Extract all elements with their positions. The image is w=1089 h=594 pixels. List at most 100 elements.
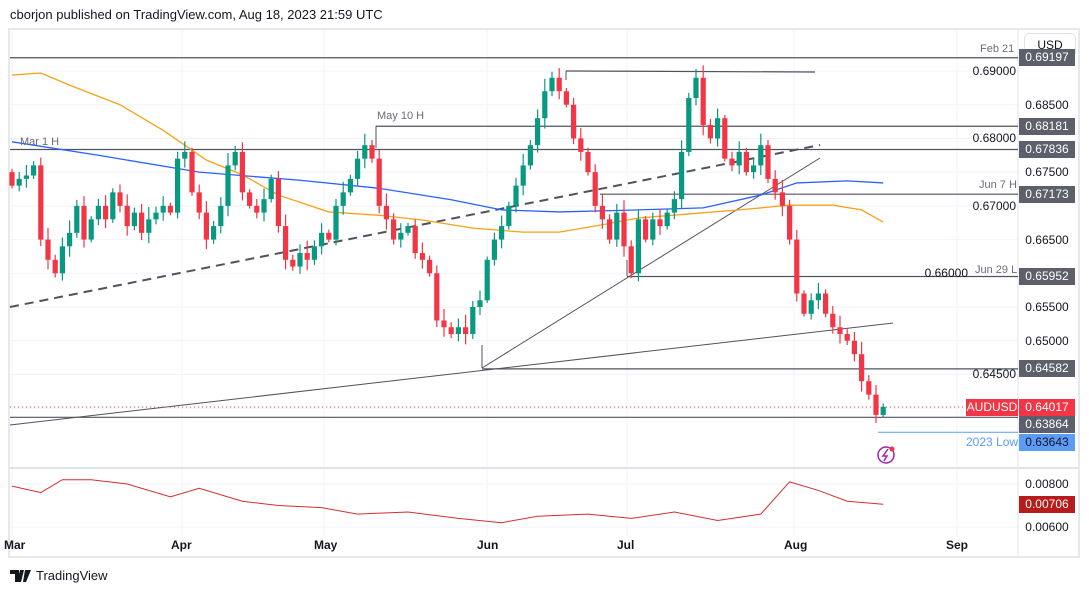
candle-body: [67, 232, 73, 247]
candle-body: [74, 205, 80, 233]
candle-body: [412, 226, 418, 254]
candle-body: [225, 165, 231, 206]
candle-body: [772, 178, 778, 193]
candle-body: [182, 151, 188, 159]
candle-body: [808, 300, 814, 314]
level-annotation: Jun 7 H: [979, 179, 1017, 192]
time-axis-tick: Jun: [477, 538, 499, 552]
indicator-last-label: 0.00706: [1019, 495, 1075, 513]
candle-body: [470, 307, 476, 334]
candle-body: [592, 172, 598, 206]
candle-body: [635, 219, 641, 274]
candle-body: [9, 172, 15, 186]
price-axis-tick: 0.66000: [924, 266, 968, 281]
candle-body: [599, 205, 605, 220]
candle-body: [23, 175, 29, 179]
candle-body: [765, 145, 771, 179]
candle-body: [31, 165, 37, 176]
candle-body: [175, 158, 181, 213]
sma-50-line: [11, 72, 884, 233]
candle-body: [189, 151, 195, 193]
candle-body: [95, 205, 101, 220]
level-annotation: 2023 Low: [966, 434, 1019, 449]
candle-body: [283, 226, 289, 260]
candle-body: [434, 273, 440, 321]
candle-body: [52, 259, 58, 274]
candle-body: [491, 239, 497, 260]
candle-body: [376, 158, 382, 206]
candle-body: [664, 212, 670, 227]
candle-body: [405, 226, 411, 233]
candle-body: [88, 219, 94, 240]
chart-frame: [8, 28, 1080, 558]
candle-body: [880, 406, 886, 415]
price-level-label: 0.69197: [1019, 49, 1075, 67]
long-trendline: [9, 322, 894, 426]
candle-body: [261, 199, 267, 213]
candle-body: [455, 327, 461, 334]
brand-name: TradingView: [36, 568, 108, 583]
candle-body: [427, 259, 433, 274]
candle-body: [139, 212, 145, 233]
candle-body: [693, 77, 699, 98]
candle-body: [203, 212, 209, 240]
price-level-label: 0.63643: [1019, 433, 1075, 451]
indicator-axis-tick: 0.00800: [1025, 477, 1069, 491]
candle-body: [38, 165, 44, 240]
candle-body: [340, 192, 346, 206]
price-axis-tick: 0.69000: [972, 64, 1016, 78]
price-level-label: 0.67173: [1019, 185, 1075, 203]
sma-200-line: [11, 141, 884, 213]
candle-body: [16, 178, 22, 186]
level-annotation: May 10 H: [377, 110, 425, 123]
candle-body: [254, 205, 260, 213]
candle-body: [851, 340, 857, 355]
indicator-line: [11, 479, 884, 524]
candle-body: [787, 205, 793, 240]
candle-body: [117, 192, 123, 206]
time-axis-tick: Apr: [171, 538, 192, 552]
candle-body: [844, 333, 850, 341]
candle-body: [81, 205, 87, 240]
level-annotation: Jun 29 L: [975, 263, 1018, 276]
candle-body: [362, 145, 368, 159]
candle-body: [463, 327, 469, 334]
candle-body: [419, 253, 425, 260]
candle-body: [614, 212, 620, 240]
candle-body: [513, 185, 519, 206]
candle-body: [268, 178, 274, 200]
symbol-label: AUDUSD: [966, 398, 1018, 416]
publisher-line: cborjon published on TradingView.com, Au…: [10, 7, 383, 22]
candle-body: [506, 205, 512, 227]
time-axis-tick: Jul: [617, 538, 635, 552]
candle-body: [347, 178, 353, 193]
candle-body: [448, 327, 454, 334]
candle-body: [722, 118, 728, 159]
time-axis-tick: Mar: [4, 538, 26, 552]
candle-body: [311, 246, 317, 260]
candle-body: [837, 327, 843, 334]
candle-body: [556, 77, 562, 92]
price-axis-tick: 0.65000: [1025, 333, 1069, 348]
tradingview-logo[interactable]: TradingView: [10, 568, 108, 583]
price-axis-tick: 0.66500: [1025, 232, 1069, 247]
candle-body: [441, 320, 447, 328]
level-annotation: Mar 1 H: [20, 136, 60, 149]
candle-body: [779, 192, 785, 206]
candle-body: [211, 226, 217, 240]
price-axis-tick: 0.67500: [1025, 165, 1069, 180]
candle-body: [383, 205, 389, 220]
time-axis-tick: Sep: [946, 538, 969, 552]
candle-body: [297, 253, 303, 267]
candle-body: [736, 151, 742, 166]
candle-body: [571, 104, 577, 139]
candle-body: [657, 219, 663, 227]
candle-body: [607, 219, 613, 240]
candle-body: [729, 158, 735, 166]
indicator-axis-tick: 0.00600: [1025, 520, 1069, 534]
price-level-label: 0.63864: [1019, 416, 1075, 433]
candle-body: [859, 354, 865, 382]
candle-body: [700, 77, 706, 125]
candle-body: [578, 138, 584, 152]
